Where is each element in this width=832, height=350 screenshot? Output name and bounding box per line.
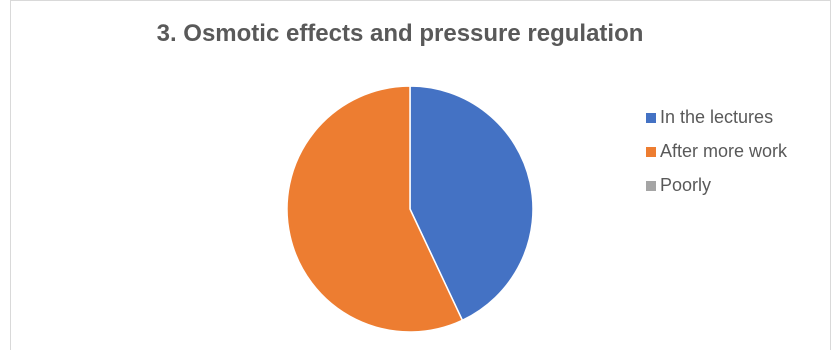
chart-title: 3. Osmotic effects and pressure regulati… xyxy=(156,20,644,47)
legend-item: After more work xyxy=(646,140,816,163)
legend-label: In the lectures xyxy=(660,107,774,127)
legend-item: Poorly xyxy=(646,174,816,197)
pie-slice-in-the-lectures xyxy=(409,85,534,322)
legend-swatch xyxy=(646,147,656,157)
legend-swatch xyxy=(646,181,656,191)
legend-label: After more work xyxy=(660,141,788,161)
legend-label: Poorly xyxy=(660,175,712,195)
pie-slice-after-more-work xyxy=(286,85,464,333)
legend-item: In the lectures xyxy=(646,106,816,129)
chart-legend: In the lectures After more work Poorly xyxy=(646,106,816,208)
legend-swatch xyxy=(646,113,656,123)
